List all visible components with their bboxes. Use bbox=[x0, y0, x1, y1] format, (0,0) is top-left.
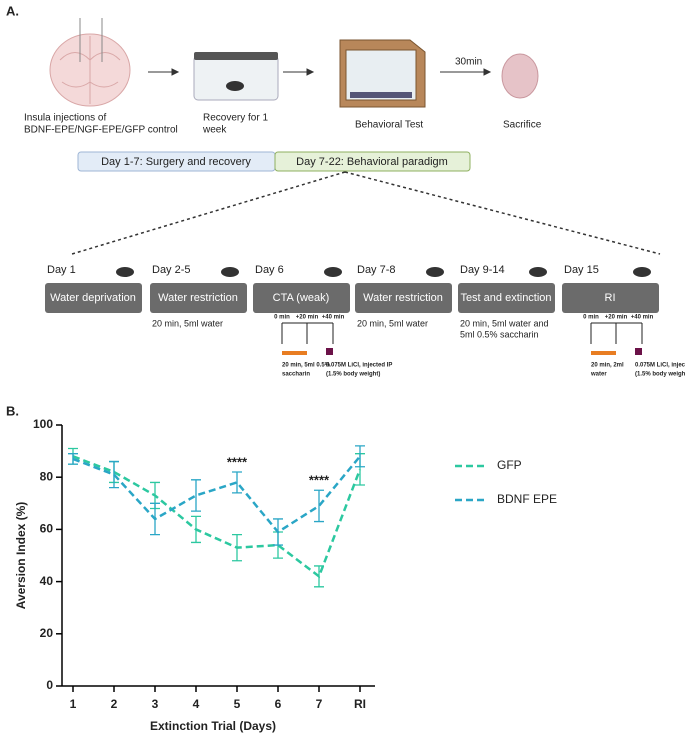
mouse-icon bbox=[221, 267, 239, 277]
day-label: Day 6 bbox=[255, 264, 284, 276]
event-label: saccharin bbox=[282, 372, 310, 378]
day-note: 5ml 0.5% saccharin bbox=[460, 329, 539, 339]
arena-icon bbox=[339, 39, 426, 108]
mouse-icon bbox=[529, 267, 547, 277]
error-bar bbox=[232, 471, 242, 494]
mouse-icon bbox=[633, 267, 651, 277]
day-box bbox=[45, 283, 142, 313]
event-marker bbox=[326, 348, 333, 355]
event-label: 0.075M LiCl, injected IP bbox=[635, 363, 685, 369]
panel-label: A. bbox=[6, 3, 19, 18]
event-label: 0.075M LiCl, injected IP bbox=[326, 363, 392, 369]
error-bar bbox=[191, 515, 201, 544]
error-bar bbox=[355, 445, 365, 468]
error-bar bbox=[314, 565, 324, 588]
error-bar bbox=[191, 479, 201, 512]
day-note: 20 min, 5ml water bbox=[357, 318, 428, 328]
panel-label: B. bbox=[6, 403, 19, 418]
step-text: BDNF-EPE/NGF-EPE/GFP control bbox=[24, 125, 178, 136]
y-tick-label: 80 bbox=[40, 469, 54, 483]
x-tick-label: 6 bbox=[275, 697, 282, 711]
day-box bbox=[355, 283, 452, 313]
phase-label: Day 7-22: Behavioral paradigm bbox=[296, 156, 448, 168]
arrow-label: 30min bbox=[455, 57, 482, 68]
day-box-label: RI bbox=[605, 292, 616, 304]
day-box bbox=[458, 283, 555, 313]
x-tick-label: 5 bbox=[234, 697, 241, 711]
event-label: (1.5% body weight) bbox=[326, 372, 380, 378]
mouse-icon bbox=[324, 267, 342, 277]
day-box-label: CTA (weak) bbox=[273, 292, 330, 304]
event-label: water bbox=[590, 372, 607, 378]
time-label: +40 min bbox=[631, 315, 654, 321]
day-label: Day 9-14 bbox=[460, 264, 505, 276]
error-bar bbox=[109, 460, 119, 489]
legend-label: BDNF EPE bbox=[497, 492, 557, 506]
phase-label: Day 1-7: Surgery and recovery bbox=[101, 156, 251, 168]
x-tick-label: 1 bbox=[70, 697, 77, 711]
y-tick-label: 100 bbox=[33, 417, 53, 431]
event-label: 20 min, 5ml 0.5% bbox=[282, 363, 331, 369]
day-box bbox=[253, 283, 350, 313]
day-label: Day 1 bbox=[47, 264, 76, 276]
event-label: 20 min, 2ml bbox=[591, 363, 624, 369]
day-box bbox=[150, 283, 247, 313]
x-tick-label: 4 bbox=[193, 697, 200, 711]
day-box-label: Water restriction bbox=[363, 292, 443, 304]
time-label: 0 min bbox=[583, 315, 599, 321]
time-label: 0 min bbox=[274, 315, 290, 321]
error-bar bbox=[150, 502, 160, 536]
time-label: +20 min bbox=[296, 315, 319, 321]
step-text: Recovery for 1 bbox=[203, 113, 268, 124]
event-bar bbox=[282, 351, 307, 355]
error-bar bbox=[314, 489, 324, 523]
step-text: Insula injections of bbox=[24, 113, 106, 124]
error-bar bbox=[68, 453, 78, 465]
x-tick-label: 7 bbox=[316, 697, 323, 711]
day-note: 20 min, 5ml water bbox=[152, 318, 223, 328]
x-tick-label: 2 bbox=[111, 697, 118, 711]
brain-icon bbox=[501, 53, 539, 99]
day-label: Day 15 bbox=[564, 264, 599, 276]
annotation: **** bbox=[227, 454, 248, 469]
cage-icon bbox=[193, 52, 279, 101]
day-box-label: Test and extinction bbox=[460, 292, 551, 304]
event-marker bbox=[635, 348, 642, 355]
series-line bbox=[72, 455, 361, 534]
error-bar bbox=[273, 518, 283, 546]
time-label: +40 min bbox=[322, 315, 345, 321]
day-box-label: Water deprivation bbox=[50, 292, 136, 304]
y-tick-label: 0 bbox=[46, 678, 53, 692]
series-line bbox=[72, 455, 362, 579]
error-bar bbox=[232, 533, 242, 562]
y-tick-label: 20 bbox=[40, 626, 54, 640]
annotation: **** bbox=[309, 473, 330, 488]
step-text: Sacrifice bbox=[503, 120, 542, 131]
time-label: +20 min bbox=[605, 315, 628, 321]
y-axis-label: Aversion Index (%) bbox=[14, 502, 28, 610]
phase-box bbox=[274, 151, 471, 172]
event-bar bbox=[591, 351, 616, 355]
step-text: Behavioral Test bbox=[355, 120, 423, 131]
x-tick-label: 3 bbox=[152, 697, 159, 711]
legend-label: GFP bbox=[497, 458, 522, 472]
event-label: (1.5% body weight) bbox=[635, 372, 685, 378]
day-box-label: Water restriction bbox=[158, 292, 238, 304]
mouse-icon bbox=[426, 267, 444, 277]
y-tick-label: 60 bbox=[40, 522, 54, 536]
step-text: week bbox=[202, 125, 227, 136]
day-label: Day 7-8 bbox=[357, 264, 396, 276]
brain-icon bbox=[49, 18, 131, 107]
y-tick-label: 40 bbox=[40, 574, 54, 588]
arrow bbox=[148, 68, 492, 76]
mouse-icon bbox=[116, 267, 134, 277]
day-label: Day 2-5 bbox=[152, 264, 191, 276]
x-axis-label: Extinction Trial (Days) bbox=[150, 719, 276, 733]
x-tick-label: RI bbox=[354, 697, 366, 711]
zoom-line bbox=[71, 171, 661, 255]
day-box bbox=[562, 283, 659, 313]
day-note: 20 min, 5ml water and bbox=[460, 318, 549, 328]
